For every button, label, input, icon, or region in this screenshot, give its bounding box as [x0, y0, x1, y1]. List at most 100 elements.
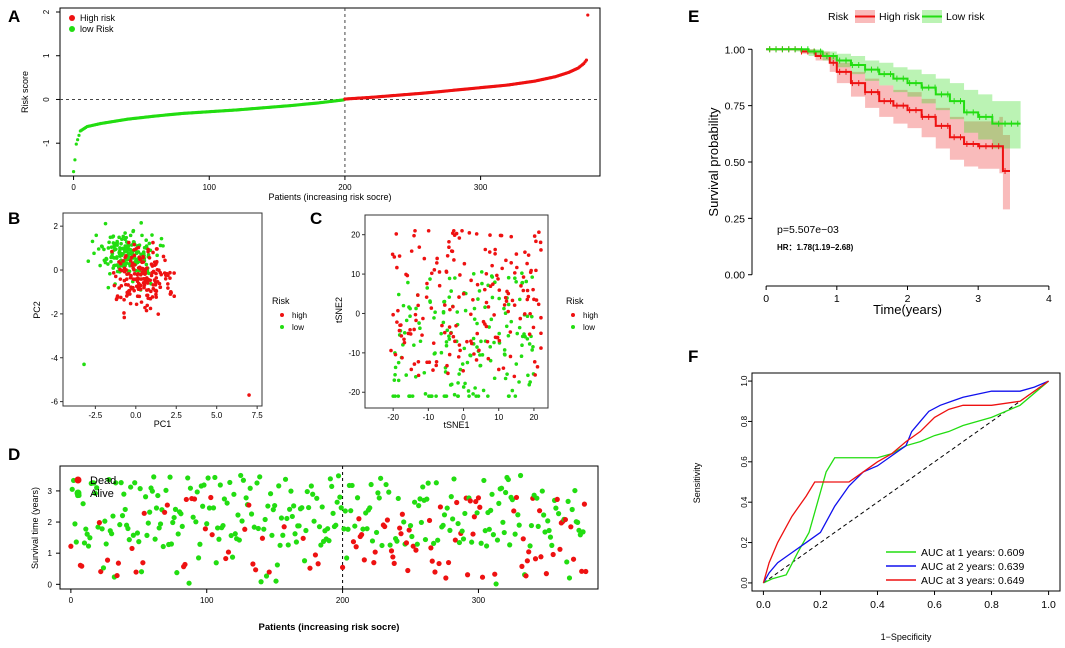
- c-low-point: [525, 337, 530, 341]
- c-high-point: [490, 263, 494, 268]
- d-alive-point: [276, 483, 282, 489]
- a-low-risk-point: [76, 138, 80, 142]
- d-alive-point: [299, 505, 305, 511]
- b-high-point: [146, 247, 150, 252]
- d-alive-point: [132, 480, 138, 486]
- d-alive-point: [73, 539, 79, 545]
- a-ytick-label: 0: [42, 97, 51, 102]
- c-high-point: [497, 338, 502, 343]
- c-low-point: [502, 306, 506, 311]
- d-alive-point: [229, 554, 236, 560]
- d-alive-point: [83, 526, 89, 532]
- d-dead-point: [356, 516, 362, 522]
- panel-f-frame: [751, 372, 1061, 592]
- c-low-point: [527, 382, 532, 387]
- d-alive-point: [85, 543, 92, 549]
- d-alive-point: [424, 496, 430, 502]
- c-high-point: [519, 284, 523, 288]
- b-high-point: [127, 240, 131, 245]
- c-low-point: [433, 351, 437, 355]
- f-legend-2yr-label: AUC at 2 years: 0.639: [921, 561, 1024, 573]
- c-high-point: [390, 252, 395, 257]
- d-dead-point: [182, 561, 188, 568]
- d-alive-point: [147, 509, 153, 515]
- b-high-point: [168, 292, 173, 296]
- d-alive-point: [293, 539, 299, 545]
- c-low-point: [465, 360, 470, 365]
- d-alive-point: [534, 495, 540, 501]
- b-legend-low-label: low: [292, 323, 304, 332]
- c-high-point: [532, 234, 537, 238]
- c-low-point: [525, 314, 530, 319]
- b-low-point: [108, 271, 112, 276]
- panel-d-survival-status-plot: D 0 1 2 3 0 100 200 300 Patients (increasing ris…: [8, 445, 599, 633]
- c-low-point: [396, 292, 401, 297]
- d-alive-point: [130, 532, 136, 538]
- c-low-point: [530, 275, 535, 279]
- d-alive-point: [451, 476, 457, 482]
- d-dead-point: [246, 502, 252, 508]
- b-low-point: [110, 235, 115, 239]
- d-alive-point: [580, 529, 586, 535]
- d-alive-point: [99, 526, 105, 532]
- c-low-point: [463, 308, 468, 313]
- d-alive-point: [277, 542, 283, 548]
- d-alive-point: [569, 506, 575, 513]
- b-xtick-label: 7.5: [252, 411, 264, 420]
- b-low-point: [161, 244, 165, 248]
- c-high-point: [475, 282, 480, 287]
- f-xtick-label: 0.2: [813, 599, 828, 611]
- b-low-point: [117, 235, 121, 240]
- c-high-point: [539, 331, 543, 336]
- d-dead-point: [253, 567, 259, 573]
- d-alive-point: [174, 570, 180, 576]
- d-alive-point: [330, 510, 336, 516]
- d-alive-point: [110, 513, 116, 519]
- c-low-point: [393, 365, 398, 370]
- d-alive-point: [507, 542, 513, 548]
- b-high-point: [172, 271, 176, 275]
- d-x-axis-label: Patients (increasing risk socre): [259, 622, 400, 633]
- c-high-point: [460, 228, 464, 233]
- c-low-point: [506, 333, 511, 338]
- d-alive-point: [138, 569, 145, 575]
- b-high-point: [126, 283, 130, 287]
- b-high-point: [140, 266, 145, 271]
- d-dead-point: [471, 514, 477, 520]
- c-high-point: [426, 228, 431, 233]
- d-alive-point: [505, 476, 511, 483]
- d-alive-point: [460, 536, 467, 542]
- d-dead-point: [445, 559, 452, 566]
- panel-c-frame: [364, 214, 549, 409]
- c-high-point: [488, 233, 492, 237]
- a-low-risk-point: [77, 133, 81, 137]
- d-alive-point: [109, 531, 115, 537]
- c-high-point: [462, 261, 467, 266]
- b-high-point: [145, 303, 150, 308]
- b-high-point: [164, 271, 169, 276]
- d-alive-point: [425, 480, 431, 486]
- c-low-point: [488, 358, 493, 363]
- d-dead-point: [388, 548, 395, 554]
- panel-b-letter: B: [8, 209, 20, 228]
- c-low-point: [520, 271, 524, 275]
- d-dead-point: [350, 539, 357, 545]
- d-alive-point: [267, 491, 274, 497]
- b-high-point: [122, 269, 127, 274]
- c-low-point: [432, 316, 436, 320]
- c-low-point: [439, 331, 443, 336]
- d-dead-point: [436, 560, 442, 567]
- d-dead-point: [526, 549, 532, 555]
- c-high-point: [396, 308, 400, 313]
- d-alive-point: [195, 555, 202, 561]
- c-high-point: [461, 292, 466, 296]
- c-legend-low-marker: [571, 325, 575, 329]
- a-xtick-label: 0: [71, 183, 76, 192]
- d-alive-point: [541, 512, 547, 518]
- c-high-point: [509, 234, 514, 239]
- c-high-point: [534, 268, 538, 273]
- c-low-point: [486, 394, 490, 398]
- d-dead-point: [353, 544, 359, 550]
- d-dead-point: [410, 543, 416, 549]
